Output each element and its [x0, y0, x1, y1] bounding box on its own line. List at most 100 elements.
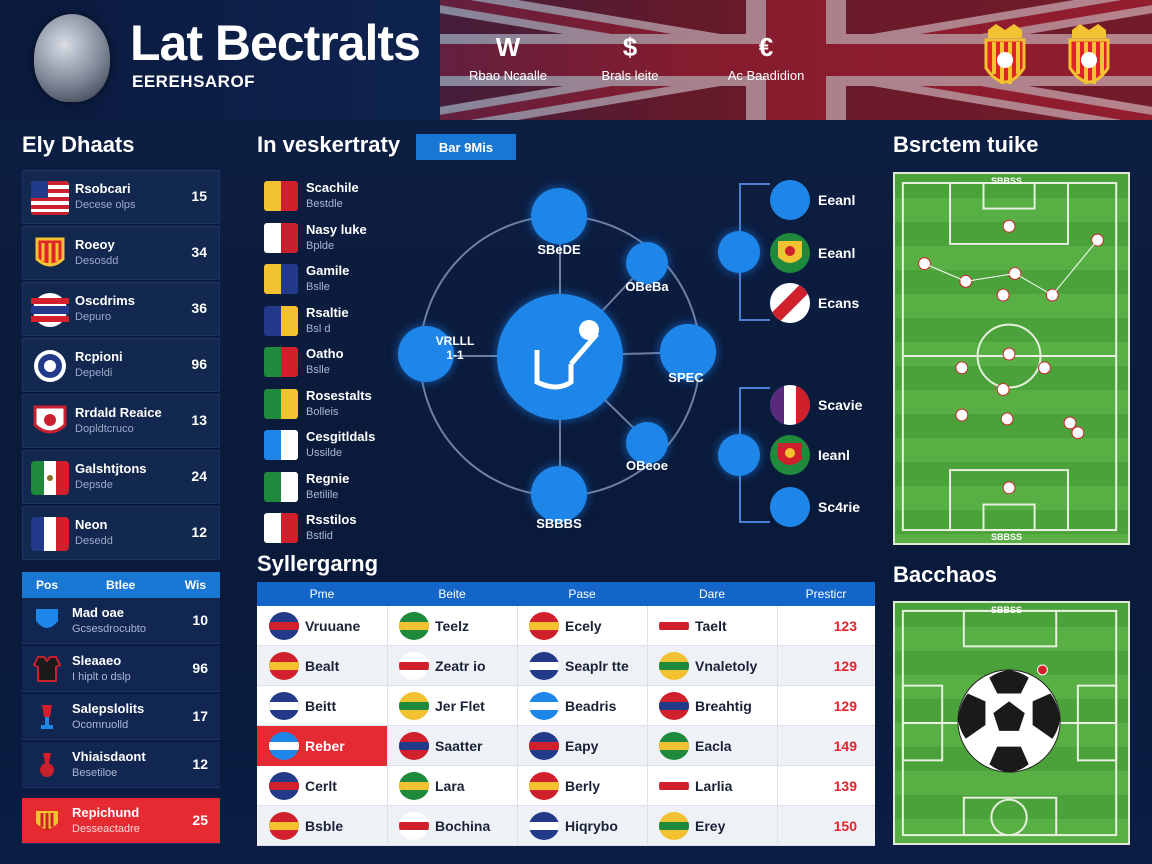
rank-sub: Ocomruolld: [72, 719, 129, 731]
team-row[interactable]: Rsobcari Decese olps 15: [22, 170, 220, 224]
tree-item-label: Ieanl: [818, 447, 850, 463]
mini-team-sub: Bslle: [306, 281, 330, 293]
rank-col-wins: Wis: [184, 578, 206, 592]
tree-item[interactable]: Eeanl: [770, 180, 920, 220]
rank-row[interactable]: Sleaaeo I hiplt o dslp 96: [22, 646, 220, 692]
dragon-logo-icon[interactable]: [34, 14, 110, 102]
app-subtitle: EERЕHSAROF: [132, 72, 256, 91]
node-upper-right[interactable]: [626, 242, 668, 284]
team-row[interactable]: Neon Desedd 12: [22, 506, 220, 560]
mini-team-row[interactable]: Oatho Bslle: [264, 344, 384, 380]
table-cell: Lara: [387, 766, 517, 806]
rank-sub: Gcsesdrocubto: [72, 623, 146, 635]
table-row[interactable]: Beitt Jer Flet Beadris Breahtig 129: [257, 686, 875, 726]
mini-team-name: Scachile: [306, 180, 359, 195]
mini-team-sub: Bsl d: [306, 322, 331, 335]
flag-icon: [399, 612, 429, 640]
score-value: 129: [833, 698, 857, 714]
table-cell: Teelz: [387, 606, 517, 646]
nav-item-1[interactable]: W Rbao Ncaalle: [448, 32, 568, 83]
ball-pitch[interactable]: SBBSS: [893, 601, 1130, 845]
flag-icon: [399, 772, 429, 800]
table-cell: Taelt: [647, 606, 777, 646]
mini-team-row[interactable]: Gamile Bslle: [264, 261, 384, 297]
table-row[interactable]: Bealt Zeatr io Seaplr tte Vnaletoly 129: [257, 646, 875, 686]
crest-flag-icon: [35, 237, 65, 267]
table-row[interactable]: Cerlt Lara Berly Larlia 139: [257, 766, 875, 806]
mini-team-name: Regnie: [306, 470, 350, 486]
mini-team-row[interactable]: Cesgitldals Ussilde: [264, 427, 384, 463]
team-sub: Depeldi: [75, 367, 113, 379]
mini-team-row[interactable]: Scachile Bestdle: [264, 178, 384, 214]
tree-item-label: Scavie: [818, 397, 863, 413]
team-row[interactable]: Roeoy Desosdd 34: [22, 226, 220, 280]
tree-item-label: Sc4rie: [818, 499, 861, 515]
tree-item[interactable]: Eeanl: [770, 233, 920, 273]
team-row[interactable]: Oscdrims Depuro 36: [22, 282, 220, 336]
mini-team-row[interactable]: Rsaltie Bsl d: [264, 303, 384, 339]
flag-icon: [529, 812, 559, 840]
node-left[interactable]: [398, 326, 454, 382]
mini-team-row[interactable]: Rosestalts Bolleis: [264, 386, 384, 422]
node-bottom[interactable]: [531, 466, 587, 522]
tree-item[interactable]: Sc4rie: [770, 487, 920, 527]
team-count: 24: [191, 468, 207, 484]
filter-badge-button[interactable]: Bar 9Mis: [416, 134, 516, 160]
node-top[interactable]: [531, 188, 587, 244]
tree-item[interactable]: Scavie: [770, 385, 920, 425]
table-cell: Vnaletoly: [647, 646, 777, 686]
tactics-pitch[interactable]: SBBSS SBBSS: [893, 172, 1130, 545]
mini-team-row[interactable]: Nasy luke Bplde: [264, 220, 384, 256]
rank-sub: Desseactadre: [72, 823, 140, 835]
team-row[interactable]: Rcpioni Depeldi 96: [22, 338, 220, 392]
node-right[interactable]: [660, 324, 716, 380]
tree-hub-bottom[interactable]: [718, 434, 760, 476]
cell-text: Saatter: [435, 738, 483, 754]
table-cell: Ecely: [517, 606, 647, 646]
cell-text: Jer Flet: [435, 698, 485, 714]
score-value: 150: [833, 818, 857, 834]
team-count: 15: [191, 188, 207, 204]
round-badge-icon: [34, 350, 66, 382]
w-icon: W: [495, 32, 521, 62]
table-row[interactable]: Vruuane Teelz Ecely Taelt 123: [257, 606, 875, 646]
union-flag-banner: [440, 0, 1152, 120]
flag-icon: [399, 652, 429, 680]
node-lower-right[interactable]: [626, 422, 668, 464]
nav-item-2[interactable]: $ Brals leite: [570, 32, 690, 83]
tree-item[interactable]: Ecans: [770, 283, 920, 323]
table-cell: Jer Flet: [387, 686, 517, 726]
cell-text: Beadris: [565, 698, 617, 714]
mini-team-row[interactable]: Rsstilos Bstlid: [264, 510, 384, 546]
center-hub-node[interactable]: [497, 294, 623, 420]
mini-team-name: Nasy luke: [306, 221, 367, 237]
team-row[interactable]: Galshtjtons Depsde 24: [22, 450, 220, 504]
flag-icon: [264, 513, 298, 543]
table-cell: Erey: [647, 806, 777, 846]
tree-hub-top[interactable]: [718, 231, 760, 273]
cell-text: Taelt: [695, 618, 727, 634]
flag-icon: [659, 732, 689, 760]
team-sub: Dopldtcruco: [75, 423, 134, 435]
crest-icon: [770, 435, 810, 475]
rank-col-name: Btlee: [106, 578, 136, 592]
mini-team-name: Rsstilos: [306, 512, 357, 527]
flag-icon: [659, 812, 689, 840]
flag-icon: [529, 692, 559, 720]
app-title: Lat Bectralts: [130, 15, 421, 71]
team-name: Roeoy: [75, 237, 115, 252]
table-row[interactable]: Bsble Bochina Hiqrybo Erey 150: [257, 806, 875, 846]
team-row[interactable]: Rrdald Reaice Dopldtcruco 13: [22, 394, 220, 448]
rank-row[interactable]: Vhiaisdaont Besetiloe 12: [22, 742, 220, 788]
rank-row[interactable]: Mad oae Gcsesdrocubto 10: [22, 598, 220, 644]
mini-team-row[interactable]: Regnie Betilile: [264, 469, 384, 505]
flag-icon: [529, 652, 559, 680]
nav-item-3[interactable]: € Ac Baadidion: [706, 32, 826, 83]
pitch-markings: [901, 609, 1118, 837]
table-row[interactable]: Reber Saatter Eapy Eacla 149: [257, 726, 875, 766]
rank-row[interactable]: Salepslolits Ocomruolld 17: [22, 694, 220, 740]
rank-row-highlighted[interactable]: Repichund Desseactadre 25: [22, 798, 220, 844]
mini-team-sub: Bslle: [306, 364, 330, 376]
team-count: 96: [191, 356, 207, 372]
tree-item[interactable]: Ieanl: [770, 435, 920, 475]
